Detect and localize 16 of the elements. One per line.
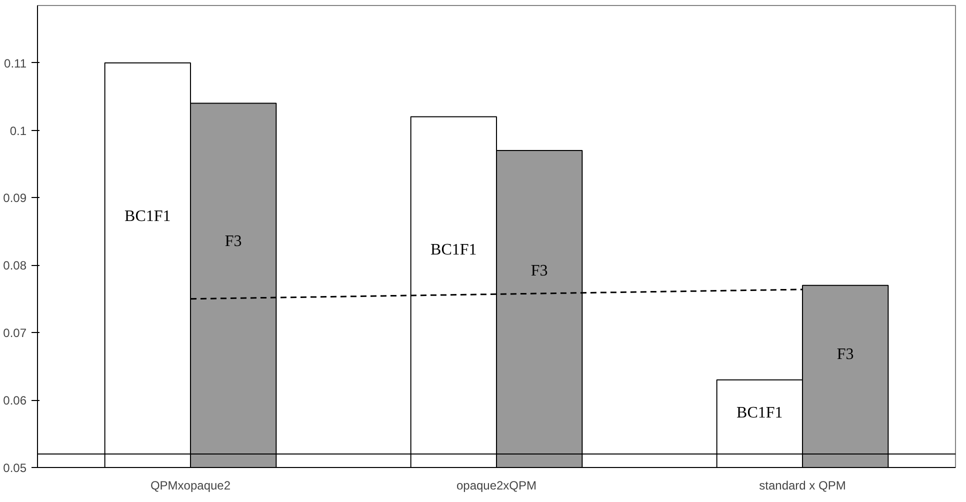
x-tick-label: standard x QPM — [759, 478, 846, 492]
y-tick-label: 0.05 — [3, 461, 27, 475]
y-tick-label: 0.1 — [10, 124, 27, 138]
text: F3 — [224, 233, 242, 250]
y-tick-label: 0.07 — [3, 326, 27, 340]
y-tick-label: 0.06 — [3, 394, 27, 408]
x-tick-label: QPMxopaque2 — [150, 478, 231, 492]
y-tick-label: 0.08 — [3, 258, 27, 273]
y-tick-label: 0.11 — [4, 56, 27, 70]
series-label: F3 — [530, 262, 548, 280]
y-tick-label: 0.09 — [3, 191, 27, 206]
text: F3 — [836, 346, 854, 364]
series-label: BC1F1 — [430, 242, 477, 259]
text: BC1F1 — [736, 404, 783, 422]
text: BC1F1 — [124, 208, 171, 226]
x-tick-label: opaque2xQPM — [456, 478, 537, 492]
